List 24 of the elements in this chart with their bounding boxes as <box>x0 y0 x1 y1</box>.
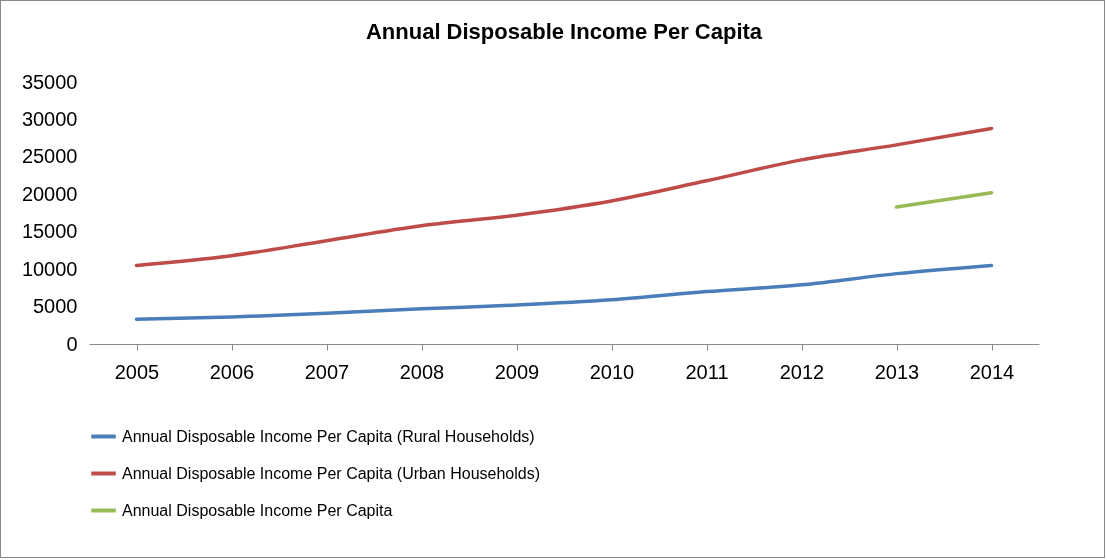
x-tick-label: 2012 <box>779 360 825 383</box>
x-tick-label: 2006 <box>209 360 255 383</box>
x-tick-label: 2008 <box>399 360 445 383</box>
y-tick-label: 30000 <box>21 107 78 130</box>
x-tick-label: 2010 <box>589 360 635 383</box>
y-tick-label: 15000 <box>21 220 78 243</box>
line-series <box>134 263 994 322</box>
chart-title: Annual Disposable Income Per Capita <box>365 19 763 44</box>
legend-label: Annual Disposable Income Per Capita <box>122 501 393 519</box>
y-tick-label: 5000 <box>33 295 78 318</box>
y-tick-label: 10000 <box>21 257 78 280</box>
x-tick-label: 2007 <box>304 360 350 383</box>
y-tick-label: 20000 <box>21 182 78 205</box>
line-series <box>134 126 994 268</box>
legend-label: Annual Disposable Income Per Capita (Rural Households) <box>122 427 535 445</box>
y-tick-label: 25000 <box>21 145 78 168</box>
x-tick-label: 2009 <box>494 360 540 383</box>
x-tick-label: 2014 <box>969 360 1015 383</box>
y-tick-label: 35000 <box>21 70 78 93</box>
x-tick-label: 2013 <box>874 360 920 383</box>
y-tick-label: 0 <box>66 332 78 355</box>
x-tick-label: 2005 <box>114 360 160 383</box>
legend-label: Annual Disposable Income Per Capita (Urban Households) <box>122 464 540 482</box>
x-tick-label: 2011 <box>685 360 729 383</box>
